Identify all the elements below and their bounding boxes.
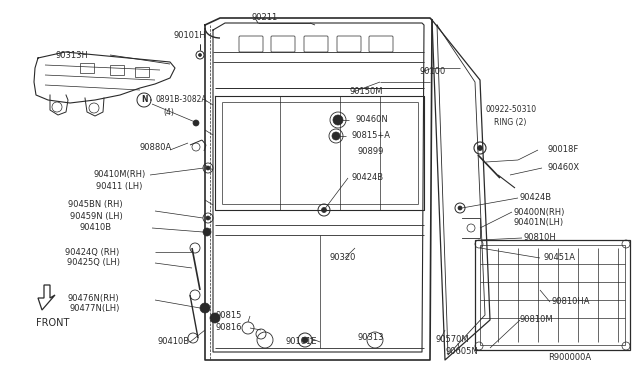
- Circle shape: [200, 303, 210, 313]
- Bar: [475, 240, 630, 350]
- Text: 90570M: 90570M: [435, 336, 468, 344]
- Bar: [480, 245, 625, 345]
- Text: 90424B: 90424B: [352, 173, 384, 183]
- Text: 90313: 90313: [358, 334, 385, 343]
- Text: 90320: 90320: [330, 253, 356, 263]
- Circle shape: [477, 145, 483, 151]
- Text: R900000A: R900000A: [548, 353, 591, 362]
- Text: 90211: 90211: [252, 13, 278, 22]
- Circle shape: [321, 208, 326, 212]
- Text: 90815+A: 90815+A: [352, 131, 391, 141]
- Circle shape: [206, 216, 210, 220]
- Circle shape: [206, 166, 210, 170]
- Text: 90476N(RH): 90476N(RH): [68, 294, 120, 302]
- Text: 90410M(RH): 90410M(RH): [93, 170, 145, 180]
- Text: 90816: 90816: [215, 324, 241, 333]
- Text: 90810H: 90810H: [523, 234, 556, 243]
- Text: 90101E: 90101E: [285, 337, 317, 346]
- Text: 90880A: 90880A: [140, 144, 172, 153]
- Text: 90313H: 90313H: [55, 51, 88, 60]
- Text: 90810M: 90810M: [520, 315, 554, 324]
- Text: 90451A: 90451A: [543, 253, 575, 263]
- Text: 90810HA: 90810HA: [552, 298, 591, 307]
- Text: 0891B-3082A: 0891B-3082A: [155, 96, 207, 105]
- Text: 90100: 90100: [420, 67, 446, 77]
- Text: FRONT: FRONT: [36, 318, 69, 328]
- Circle shape: [458, 206, 462, 210]
- Text: 90150M: 90150M: [350, 87, 383, 96]
- Circle shape: [210, 313, 220, 323]
- Text: 90424Q (RH): 90424Q (RH): [65, 247, 119, 257]
- Text: N: N: [141, 96, 147, 105]
- Circle shape: [203, 228, 211, 236]
- Text: (4): (4): [163, 108, 174, 116]
- Text: 9045BN (RH): 9045BN (RH): [68, 201, 123, 209]
- Circle shape: [198, 54, 202, 57]
- Bar: [110, 65, 124, 75]
- Text: 00922-50310: 00922-50310: [486, 106, 537, 115]
- Text: 90101H: 90101H: [173, 31, 205, 39]
- Text: 90411 (LH): 90411 (LH): [96, 182, 142, 190]
- Text: 90460N: 90460N: [356, 115, 388, 125]
- Text: 90410B: 90410B: [79, 224, 111, 232]
- Text: RING (2): RING (2): [494, 118, 526, 126]
- Text: 90400N(RH): 90400N(RH): [513, 208, 564, 217]
- Text: 90424B: 90424B: [520, 193, 552, 202]
- Text: 90018F: 90018F: [548, 145, 579, 154]
- Text: 90425Q (LH): 90425Q (LH): [67, 259, 120, 267]
- Bar: [80, 63, 94, 73]
- Text: 90401N(LH): 90401N(LH): [513, 218, 563, 227]
- Circle shape: [332, 132, 340, 140]
- Text: 90899: 90899: [358, 148, 385, 157]
- Text: 90477N(LH): 90477N(LH): [70, 305, 120, 314]
- Text: 90460X: 90460X: [548, 164, 580, 173]
- Circle shape: [193, 120, 199, 126]
- Text: 90459N (LH): 90459N (LH): [70, 212, 123, 221]
- Circle shape: [333, 115, 343, 125]
- Text: 90815: 90815: [215, 311, 241, 321]
- Circle shape: [302, 337, 308, 343]
- Text: 90410B: 90410B: [158, 337, 190, 346]
- Bar: [135, 67, 149, 77]
- Text: 90605N: 90605N: [445, 347, 477, 356]
